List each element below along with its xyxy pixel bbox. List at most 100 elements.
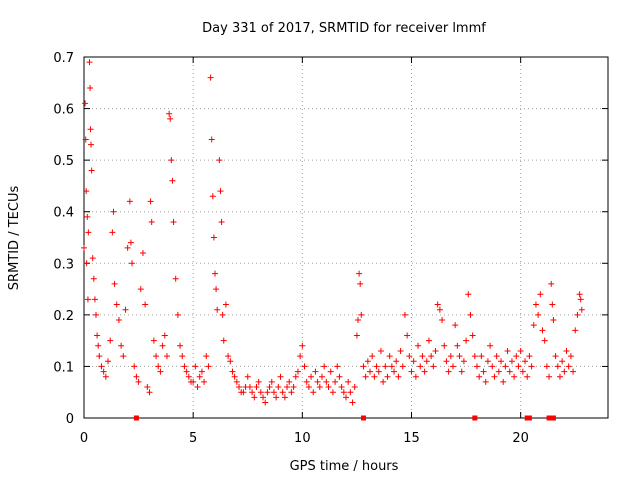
data-point	[161, 332, 168, 339]
data-point	[281, 394, 288, 401]
data-point	[318, 373, 325, 380]
data-point	[286, 378, 293, 385]
data-point	[91, 296, 98, 303]
y-tick-label: 0.4	[53, 206, 74, 221]
grid-layer	[84, 57, 608, 418]
y-tick-label: 0.3	[53, 257, 74, 272]
data-point	[288, 389, 295, 396]
data-point	[192, 363, 199, 370]
baseline-marker	[133, 415, 139, 421]
data-point	[404, 332, 411, 339]
data-point	[109, 229, 116, 236]
data-point	[415, 342, 422, 349]
data-point	[364, 358, 371, 365]
baseline-marker	[550, 415, 556, 421]
data-point	[467, 311, 474, 318]
data-point	[524, 373, 531, 380]
data-point	[452, 322, 459, 329]
y-tick-label: 0.5	[53, 154, 74, 169]
data-point	[120, 353, 127, 360]
data-point	[148, 219, 155, 226]
data-point	[135, 378, 142, 385]
x-tick-label: 10	[294, 431, 311, 446]
data-point	[356, 270, 363, 277]
data-point	[157, 368, 164, 375]
data-point	[212, 270, 218, 277]
data-point	[345, 378, 352, 385]
data-point	[388, 363, 395, 370]
data-point	[198, 368, 205, 375]
data-point	[493, 353, 500, 360]
data-point	[126, 198, 133, 205]
data-point	[170, 219, 177, 226]
data-point	[323, 378, 330, 385]
data-point	[332, 378, 339, 385]
data-point	[491, 373, 498, 380]
data-point	[246, 384, 253, 391]
data-point	[380, 378, 387, 385]
data-point	[484, 358, 491, 365]
baseline-markers	[133, 415, 556, 421]
data-point	[172, 275, 179, 282]
data-point	[445, 368, 452, 375]
data-point	[205, 363, 212, 370]
data-point	[260, 394, 267, 401]
data-point	[539, 327, 546, 334]
data-point	[371, 373, 378, 380]
data-point	[340, 389, 347, 396]
data-point	[321, 363, 328, 370]
data-point	[131, 363, 138, 370]
data-point	[231, 373, 238, 380]
data-point	[201, 378, 208, 385]
data-point	[209, 193, 216, 200]
x-axis-label: GPS time / hours	[290, 459, 399, 474]
data-point	[384, 373, 391, 380]
y-tick-label: 0.2	[53, 309, 74, 324]
data-point	[327, 368, 334, 375]
data-point	[408, 368, 415, 375]
data-point	[146, 389, 153, 396]
data-point	[537, 291, 544, 298]
data-point	[113, 301, 120, 308]
data-point	[270, 389, 277, 396]
data-point	[166, 110, 173, 117]
data-point	[358, 311, 365, 318]
data-point	[196, 373, 203, 380]
data-point	[303, 378, 310, 385]
data-point	[87, 84, 94, 91]
data-point	[115, 317, 122, 324]
data-point	[129, 260, 136, 267]
data-point	[275, 384, 282, 391]
data-point	[81, 244, 87, 251]
data-point	[110, 208, 117, 215]
data-point	[421, 368, 428, 375]
data-point	[362, 373, 369, 380]
data-point	[155, 363, 162, 370]
data-point	[447, 353, 454, 360]
data-point	[153, 353, 160, 360]
data-point	[82, 100, 89, 107]
data-point	[347, 389, 354, 396]
data-point	[434, 301, 441, 308]
data-point	[417, 363, 424, 370]
data-point	[96, 353, 103, 360]
data-point	[168, 157, 175, 164]
data-point	[174, 311, 181, 318]
data-point	[118, 342, 125, 349]
data-point	[95, 342, 102, 349]
data-point	[301, 363, 308, 370]
data-point	[506, 368, 513, 375]
data-point	[87, 126, 94, 133]
data-point	[83, 188, 90, 195]
data-point	[532, 301, 539, 308]
data-point	[220, 337, 227, 344]
data-point	[227, 358, 234, 365]
data-point	[406, 353, 413, 360]
data-point	[127, 239, 134, 246]
data-point	[251, 394, 258, 401]
x-tick-label: 0	[80, 431, 88, 446]
data-point	[351, 384, 358, 391]
data-point	[465, 291, 472, 298]
data-point	[194, 384, 201, 391]
